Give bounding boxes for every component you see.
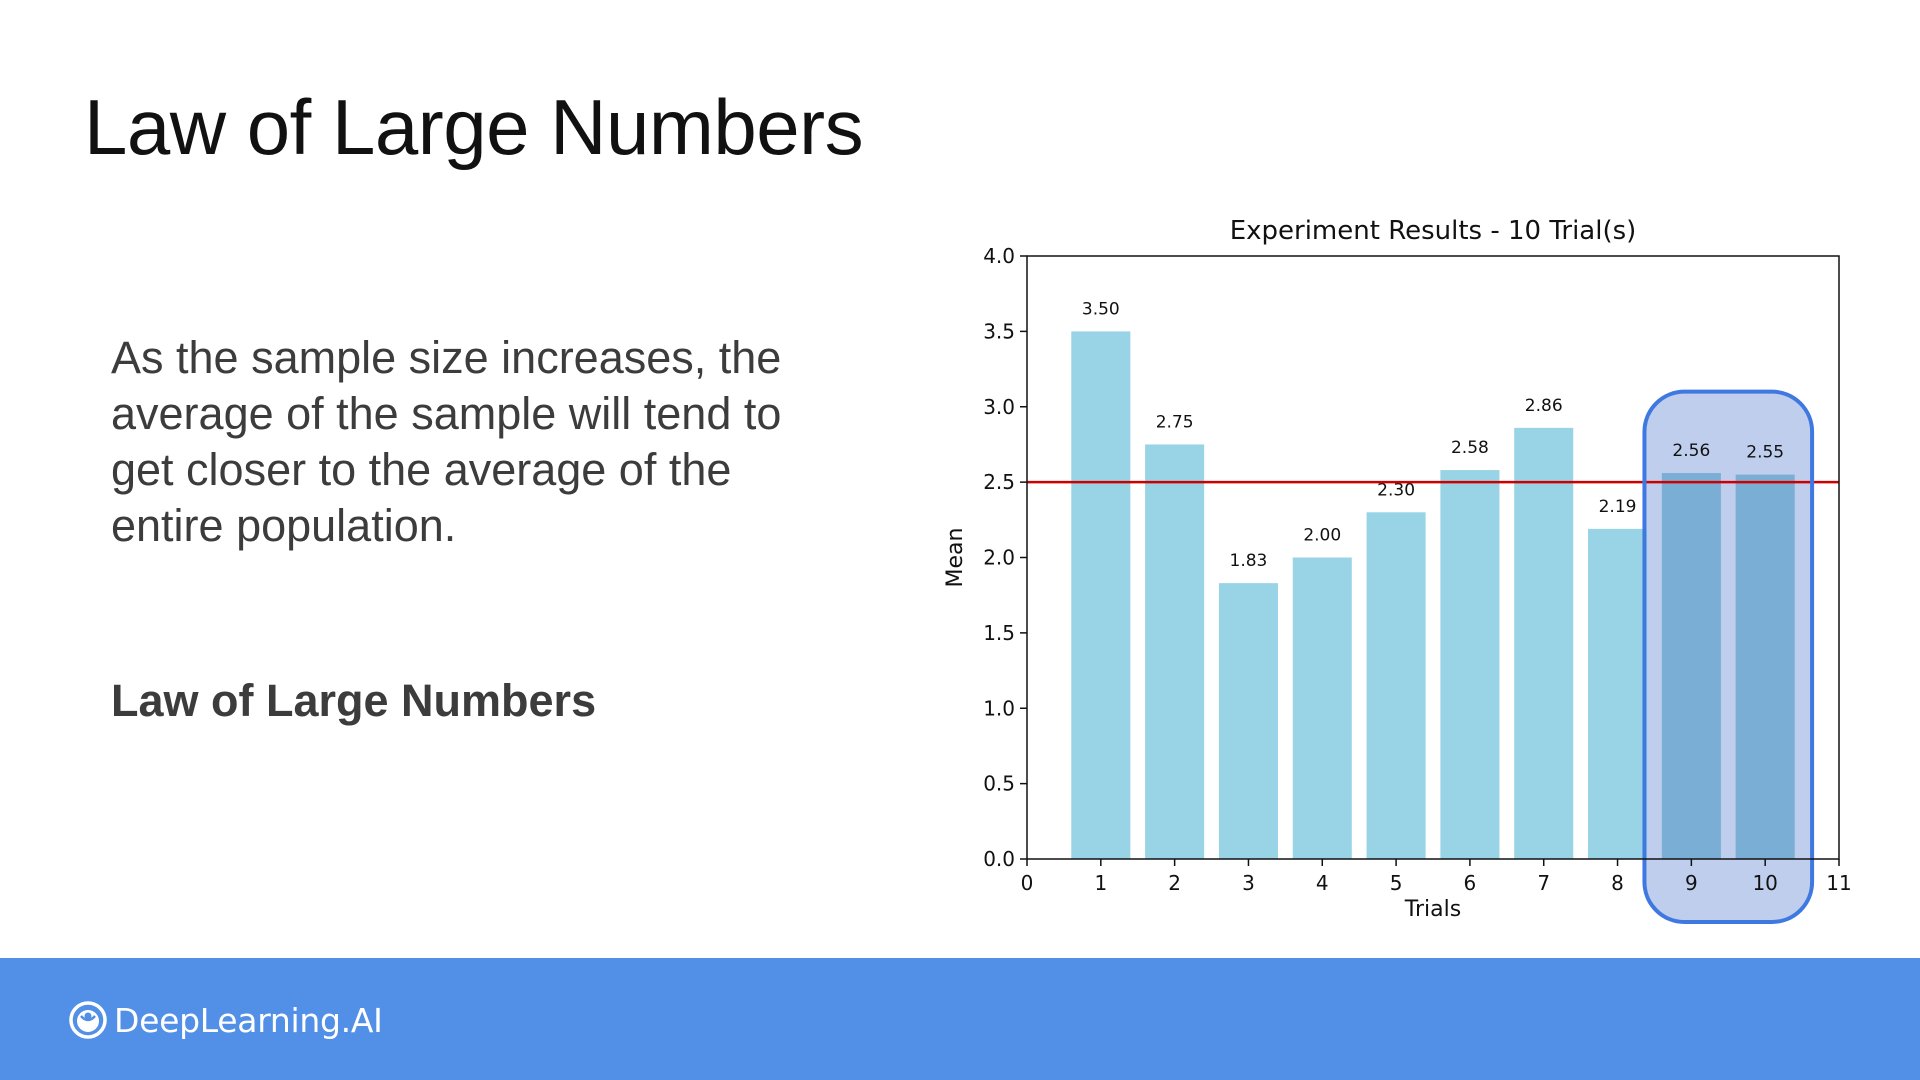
x-tick-label: 9 bbox=[1685, 871, 1698, 895]
y-tick-label: 2.5 bbox=[983, 470, 1015, 494]
bar-chart: Experiment Results - 10 Trial(s)3.502.75… bbox=[943, 216, 1852, 925]
slide-title: Law of Large Numbers bbox=[84, 83, 864, 171]
bar bbox=[1292, 557, 1352, 859]
y-tick-label: 0.5 bbox=[983, 772, 1015, 796]
body-text: As the sample size increases, the averag… bbox=[111, 332, 782, 551]
bar bbox=[1218, 583, 1278, 859]
y-tick-label: 3.0 bbox=[983, 395, 1015, 419]
x-tick-label: 2 bbox=[1168, 871, 1181, 895]
bar bbox=[1145, 444, 1205, 859]
bar-value-label: 2.58 bbox=[1451, 438, 1489, 458]
y-axis-label: Mean bbox=[943, 528, 968, 588]
bar bbox=[1440, 470, 1500, 859]
bar bbox=[1366, 512, 1426, 859]
y-tick-label: 4.0 bbox=[983, 244, 1015, 268]
bar bbox=[1661, 473, 1721, 859]
bar-value-label: 2.56 bbox=[1672, 441, 1710, 461]
brand[interactable]: DeepLearning.AI bbox=[68, 998, 383, 1042]
bar-value-label: 2.55 bbox=[1746, 443, 1784, 463]
deeplearning-logo-icon bbox=[69, 1001, 107, 1039]
bar bbox=[1735, 474, 1795, 859]
bar-value-label: 2.86 bbox=[1525, 396, 1563, 416]
y-tick-label: 2.0 bbox=[983, 546, 1015, 570]
brand-name: DeepLearning.AI bbox=[114, 1000, 383, 1040]
x-axis-label: Trials bbox=[1404, 897, 1461, 922]
footer-bar: DeepLearning.AI bbox=[0, 958, 1920, 1080]
y-tick-label: 0.0 bbox=[983, 847, 1015, 871]
bar-value-label: 2.75 bbox=[1156, 412, 1194, 432]
bar-value-label: 2.00 bbox=[1303, 526, 1341, 546]
x-tick-label: 8 bbox=[1611, 871, 1624, 895]
x-tick-label: 1 bbox=[1094, 871, 1107, 895]
chart-title: Experiment Results - 10 Trial(s) bbox=[1230, 216, 1637, 246]
x-tick-label: 3 bbox=[1242, 871, 1255, 895]
bar-value-label: 3.50 bbox=[1082, 299, 1120, 319]
x-tick-label: 5 bbox=[1390, 871, 1403, 895]
x-tick-label: 10 bbox=[1752, 871, 1777, 895]
y-tick-label: 3.5 bbox=[983, 319, 1015, 343]
bar-value-label: 2.19 bbox=[1599, 497, 1637, 517]
bar bbox=[1588, 528, 1648, 859]
highlight-box-outline bbox=[1642, 389, 1815, 925]
x-tick-label: 6 bbox=[1464, 871, 1477, 895]
x-tick-label: 0 bbox=[1021, 871, 1034, 895]
x-tick-label: 4 bbox=[1316, 871, 1329, 895]
bar bbox=[1071, 331, 1131, 859]
bar-value-label: 2.30 bbox=[1377, 480, 1415, 500]
x-tick-label: 11 bbox=[1826, 871, 1851, 895]
bar bbox=[1514, 427, 1574, 859]
y-tick-label: 1.5 bbox=[983, 621, 1015, 645]
bar-value-label: 1.83 bbox=[1230, 551, 1268, 571]
y-tick-label: 1.0 bbox=[983, 696, 1015, 720]
x-tick-label: 7 bbox=[1537, 871, 1550, 895]
sub-heading: Law of Large Numbers bbox=[111, 675, 597, 726]
